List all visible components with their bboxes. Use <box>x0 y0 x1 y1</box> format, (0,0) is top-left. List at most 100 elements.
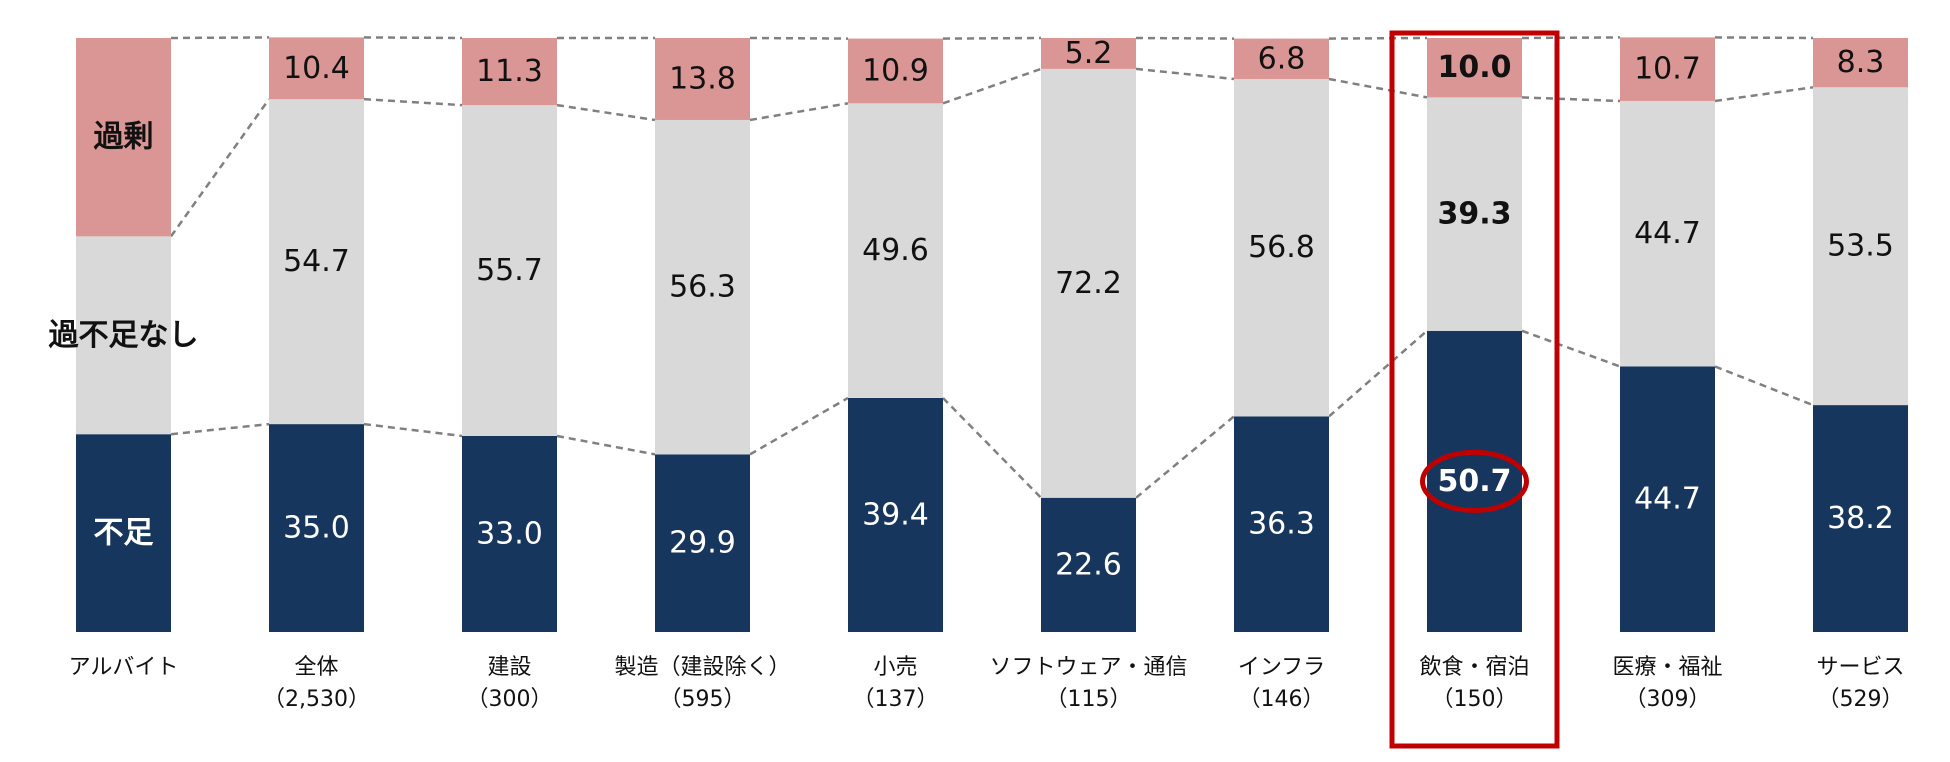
bar-legend-seg1 <box>76 236 171 435</box>
bar-cat3-seg0 <box>655 454 750 632</box>
data-label-cat9-seg1: 53.5 <box>1827 229 1894 264</box>
category-label-2: 建設 <box>487 655 531 680</box>
connector-line-4-1 <box>942 67 1042 105</box>
category-n-label-3: （595） <box>660 687 746 712</box>
connector-line-4-0 <box>942 397 1042 499</box>
connector-line-8-2 <box>1714 36 1814 40</box>
data-label-cat8-seg1: 44.7 <box>1634 216 1701 251</box>
connector-line-1-0 <box>363 422 463 438</box>
highlight-box <box>1389 30 1560 749</box>
connector-line-1-1 <box>363 97 463 107</box>
connector-line-2-0 <box>556 434 656 456</box>
bar-cat1-seg1 <box>269 99 364 425</box>
connector-line-7-0 <box>1521 329 1621 368</box>
connector-line-7-1 <box>1521 96 1621 103</box>
bar-cat3-seg2 <box>655 38 750 120</box>
bar-cat8-seg0 <box>1620 366 1715 632</box>
highlight-annotations <box>1389 30 1560 749</box>
data-label-cat6-seg1: 56.8 <box>1248 230 1315 265</box>
bar-cat4-seg2 <box>848 38 943 104</box>
data-label-cat2-seg0: 33.0 <box>476 516 543 551</box>
category-n-label-2: （300） <box>467 687 553 712</box>
category-label-9: サービス <box>1816 655 1904 680</box>
data-label-cat7-seg2: 10.0 <box>1437 50 1511 85</box>
connector-line-6-2 <box>1328 36 1428 40</box>
data-label-cat3-seg0: 29.9 <box>669 526 736 561</box>
connector-line-6-1 <box>1328 77 1428 99</box>
bar-legend-seg2 <box>76 38 171 237</box>
category-label-6: インフラ <box>1238 655 1325 680</box>
bar-cat2-seg1 <box>462 105 557 436</box>
connector-line-6-0 <box>1328 329 1428 418</box>
connector-line-0-2 <box>170 36 270 40</box>
bar-cat6-seg2 <box>1234 38 1329 79</box>
bar-cat5-seg1 <box>1041 68 1136 498</box>
data-label-cat1-seg0: 35.0 <box>283 511 350 546</box>
data-label-cat1-seg1: 54.7 <box>283 244 350 279</box>
category-label-0: アルバイト <box>69 655 179 680</box>
connector-line-1-2 <box>363 36 463 40</box>
connector-line-0-0 <box>170 422 270 436</box>
category-n-label-5: （115） <box>1046 687 1132 712</box>
bar-cat9-seg2 <box>1813 38 1908 88</box>
connector-line-7-2 <box>1521 36 1621 40</box>
category-labels: アルバイト 全体 （2,530） 建設 （300） 製造（建設除く） （595） 小売 （137… <box>69 655 1905 712</box>
legend-label-seg1: 過不足なし <box>49 318 199 353</box>
data-label-cat4-seg2: 10.9 <box>862 53 929 88</box>
bar-cat9-seg0 <box>1813 405 1908 632</box>
category-n-label-8: （309） <box>1625 687 1711 712</box>
bars <box>76 37 1908 632</box>
category-label-4: 小売 <box>873 655 917 680</box>
bar-cat5-seg0 <box>1041 497 1136 632</box>
data-label-cat2-seg2: 11.3 <box>476 54 543 89</box>
category-label-5: ソフトウェア・通信 <box>989 655 1187 680</box>
bar-cat4-seg0 <box>848 397 943 632</box>
connector-line-5-0 <box>1135 415 1235 499</box>
bar-cat1-seg2 <box>269 37 364 100</box>
category-n-label-4: （137） <box>853 687 939 712</box>
data-label-cat8-seg2: 10.7 <box>1634 52 1701 87</box>
bar-cat6-seg0 <box>1234 416 1329 632</box>
bar-cat7-seg0 <box>1427 330 1522 632</box>
connector-line-3-0 <box>749 396 849 456</box>
data-label-cat1-seg2: 10.4 <box>283 51 350 86</box>
highlight-circle <box>1420 449 1529 513</box>
category-label-7: 飲食・宿泊 <box>1419 655 1529 680</box>
category-label-3: 製造（建設除く） <box>614 655 790 680</box>
connector-line-8-1 <box>1714 86 1814 103</box>
bar-legend-seg0 <box>76 434 171 632</box>
bar-cat4-seg1 <box>848 103 943 398</box>
category-n-label-7: （150） <box>1432 687 1518 712</box>
bar-cat6-seg1 <box>1234 78 1329 417</box>
category-label-8: 医療・福祉 <box>1612 655 1722 680</box>
data-label-cat3-seg2: 13.8 <box>669 61 736 96</box>
connector-line-4-2 <box>942 36 1042 40</box>
connector-line-2-1 <box>556 103 656 122</box>
bar-cat5-seg2 <box>1041 38 1136 69</box>
connector-line-8-0 <box>1714 365 1814 407</box>
segment-labels: 不足 過不足なし 過剰 35.0 54.7 10.4 33.0 55.7 11.3 29.9 56.… <box>49 36 1894 582</box>
category-n-label-9: （529） <box>1818 687 1904 712</box>
data-label-cat4-seg1: 49.6 <box>862 233 929 268</box>
connector-line-0-1 <box>169 98 271 238</box>
data-label-cat2-seg1: 55.7 <box>476 253 543 288</box>
category-n-label-6: （146） <box>1239 687 1325 712</box>
legend-label-seg2: 過剰 <box>94 120 154 155</box>
data-label-cat9-seg2: 8.3 <box>1837 45 1885 80</box>
connector-line-3-2 <box>749 36 849 40</box>
data-label-cat5-seg1: 72.2 <box>1055 266 1122 301</box>
data-label-cat6-seg0: 36.3 <box>1248 507 1315 542</box>
bar-cat8-seg1 <box>1620 100 1715 367</box>
bar-cat8-seg2 <box>1620 37 1715 101</box>
bar-cat2-seg2 <box>462 38 557 106</box>
data-label-cat8-seg0: 44.7 <box>1634 482 1701 517</box>
data-label-cat7-seg0: 50.7 <box>1437 464 1511 499</box>
bar-cat7-seg2 <box>1427 38 1522 98</box>
connector-line-3-1 <box>749 102 849 122</box>
connector-line-5-1 <box>1135 67 1235 81</box>
data-label-cat3-seg1: 56.3 <box>669 270 736 305</box>
connector-lines <box>169 36 1814 499</box>
data-label-cat5-seg0: 22.6 <box>1055 547 1122 582</box>
data-label-cat9-seg0: 38.2 <box>1827 501 1894 536</box>
